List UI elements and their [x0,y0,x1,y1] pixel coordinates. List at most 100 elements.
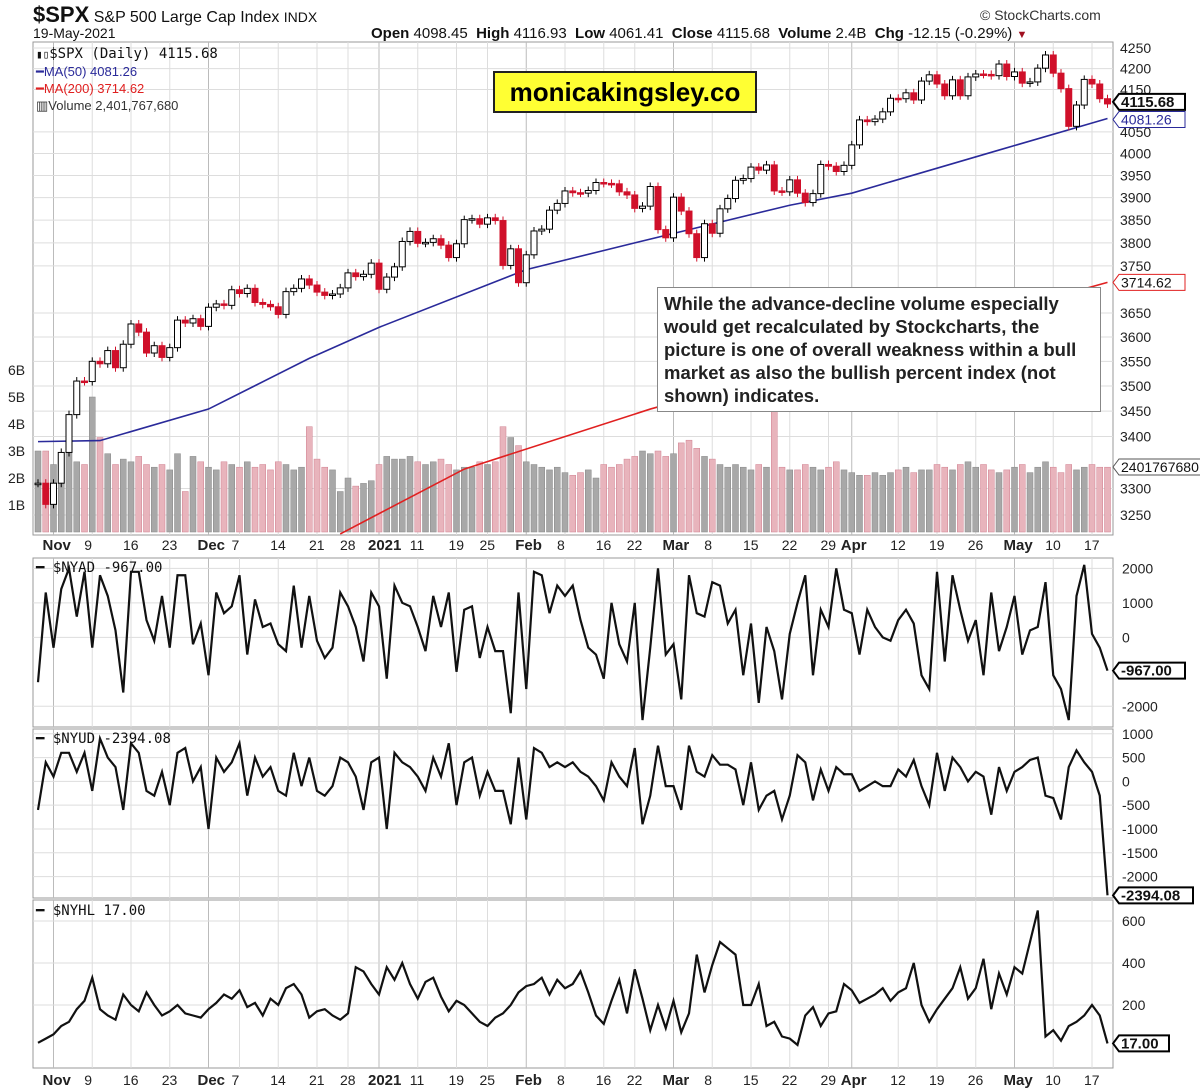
price-tick-label: 4200 [1120,61,1151,77]
volume-bar [251,466,259,533]
candle-body [584,189,592,194]
volume-bar [639,450,646,533]
legend-volume: Volume 2,401,767,680 [48,98,179,113]
exchange: INDX [283,9,318,25]
legend-nyhl: $NYHL 17.00 [52,903,146,919]
candle-body [445,244,453,259]
low-value: 4061.41 [609,25,664,42]
candle-body [57,451,65,484]
volume-bar [360,483,367,533]
candle-body [724,198,732,210]
candle-body [646,186,654,207]
volume-bar [468,466,476,533]
volume-bar [220,461,228,533]
x-tick-label-bottom: 22 [782,1072,798,1088]
volume-bar [701,456,708,533]
candle-body [778,190,786,193]
candle-body [1049,54,1057,74]
x-tick-label-bottom: 15 [743,1072,759,1088]
nyhl-last-tag-box [1111,1034,1170,1053]
high-value: 4116.93 [513,25,567,42]
x-tick-label-bottom: 19 [449,1072,465,1088]
candle-body [220,303,228,306]
volume-bar [228,464,235,533]
price-tick-label: 3750 [1120,258,1151,274]
nyhl-line [37,910,1109,1047]
candle-body [538,228,546,232]
candle-body [925,74,933,82]
candle-body [801,192,809,204]
nyhl-legend: ━ $NYHL 17.00 [36,903,146,919]
x-tick-label-top: 7 [232,537,240,553]
candle-body [336,287,344,295]
legend-price: $SPX (Daily) 4115.68 [49,46,218,62]
legend-nyad: $NYAD -967.00 [52,560,163,576]
line-icon: ━ [36,560,45,576]
candle-body [34,482,42,486]
candle-body [298,278,305,289]
price-tick-label: 3500 [1120,378,1151,394]
volume-bar [592,477,600,533]
x-tick-label-bottom: 9 [84,1072,92,1088]
x-tick-label-top: 16 [596,537,612,553]
x-tick-label-bottom: 21 [309,1072,325,1088]
nyud-last-tag: -2394.08 [1121,887,1180,904]
volume-bar [840,469,848,533]
price-tick-label: 3300 [1120,480,1151,496]
x-tick-label-bottom: 12 [890,1072,906,1088]
nyud-tick-label: -500 [1122,797,1150,813]
nyhl-tick-label: 200 [1122,997,1146,1013]
x-tick-label-top: 28 [340,537,356,553]
x-tick-label-bottom: 29 [821,1072,837,1088]
nyad-legend: ━ $NYAD -967.00 [36,560,162,576]
candle-body [871,118,879,123]
candle-body [894,97,902,101]
x-tick-label-top: 8 [704,537,712,553]
price-tick-label: 3450 [1120,403,1151,419]
x-tick-label-top: 9 [84,537,92,553]
x-tick-label-top: 10 [1045,537,1061,553]
x-tick-label-top: 11 [410,537,425,553]
candle-body [685,210,693,235]
volume-bar [244,461,251,533]
nyhl-last-tag: 17.00 [1121,1035,1159,1052]
volume-tick-label: 5B [8,389,25,405]
volume-bar [647,453,654,533]
volume-bar [476,461,483,533]
price-tick-label: 3400 [1120,428,1151,444]
close-label: Close [671,25,713,42]
candle-body [398,240,406,268]
candle-body [391,266,398,278]
x-tick-label-bottom: 19 [929,1072,945,1088]
candle-body [329,293,336,296]
last-close-tag-box [1111,92,1186,111]
candle-body [755,166,763,171]
nyad-last-tag-box [1111,661,1186,680]
x-tick-label-top: 12 [890,537,906,553]
ma50-line-icon: ━ [36,64,44,79]
volume-bar [383,456,390,533]
volume-bar [306,426,313,533]
candle-body [716,208,724,234]
nyad-tick-label: -2000 [1122,698,1158,714]
x-tick-label-top: Dec [198,537,226,554]
candle-body [476,218,484,225]
price-tick-label: 3600 [1120,329,1151,345]
volume-bar [678,442,685,533]
x-tick-label-top: 19 [929,537,945,553]
x-tick-label-top: 29 [821,537,837,553]
volume-bar [461,466,468,533]
candle-body [825,163,832,167]
volume-bar [290,469,297,533]
candle-body [1080,78,1088,106]
volume-bar [957,464,964,533]
candle-body [236,289,243,295]
nyud-tick-label: 500 [1122,750,1146,766]
volume-bar [523,461,530,533]
nyad-tick-label: 2000 [1122,560,1153,576]
nyud-tick-label: -1000 [1122,821,1158,837]
candle-body [367,262,375,275]
chart-header: $SPX S&P 500 Large Cap Index INDX [33,2,317,28]
volume-bar [887,472,894,533]
